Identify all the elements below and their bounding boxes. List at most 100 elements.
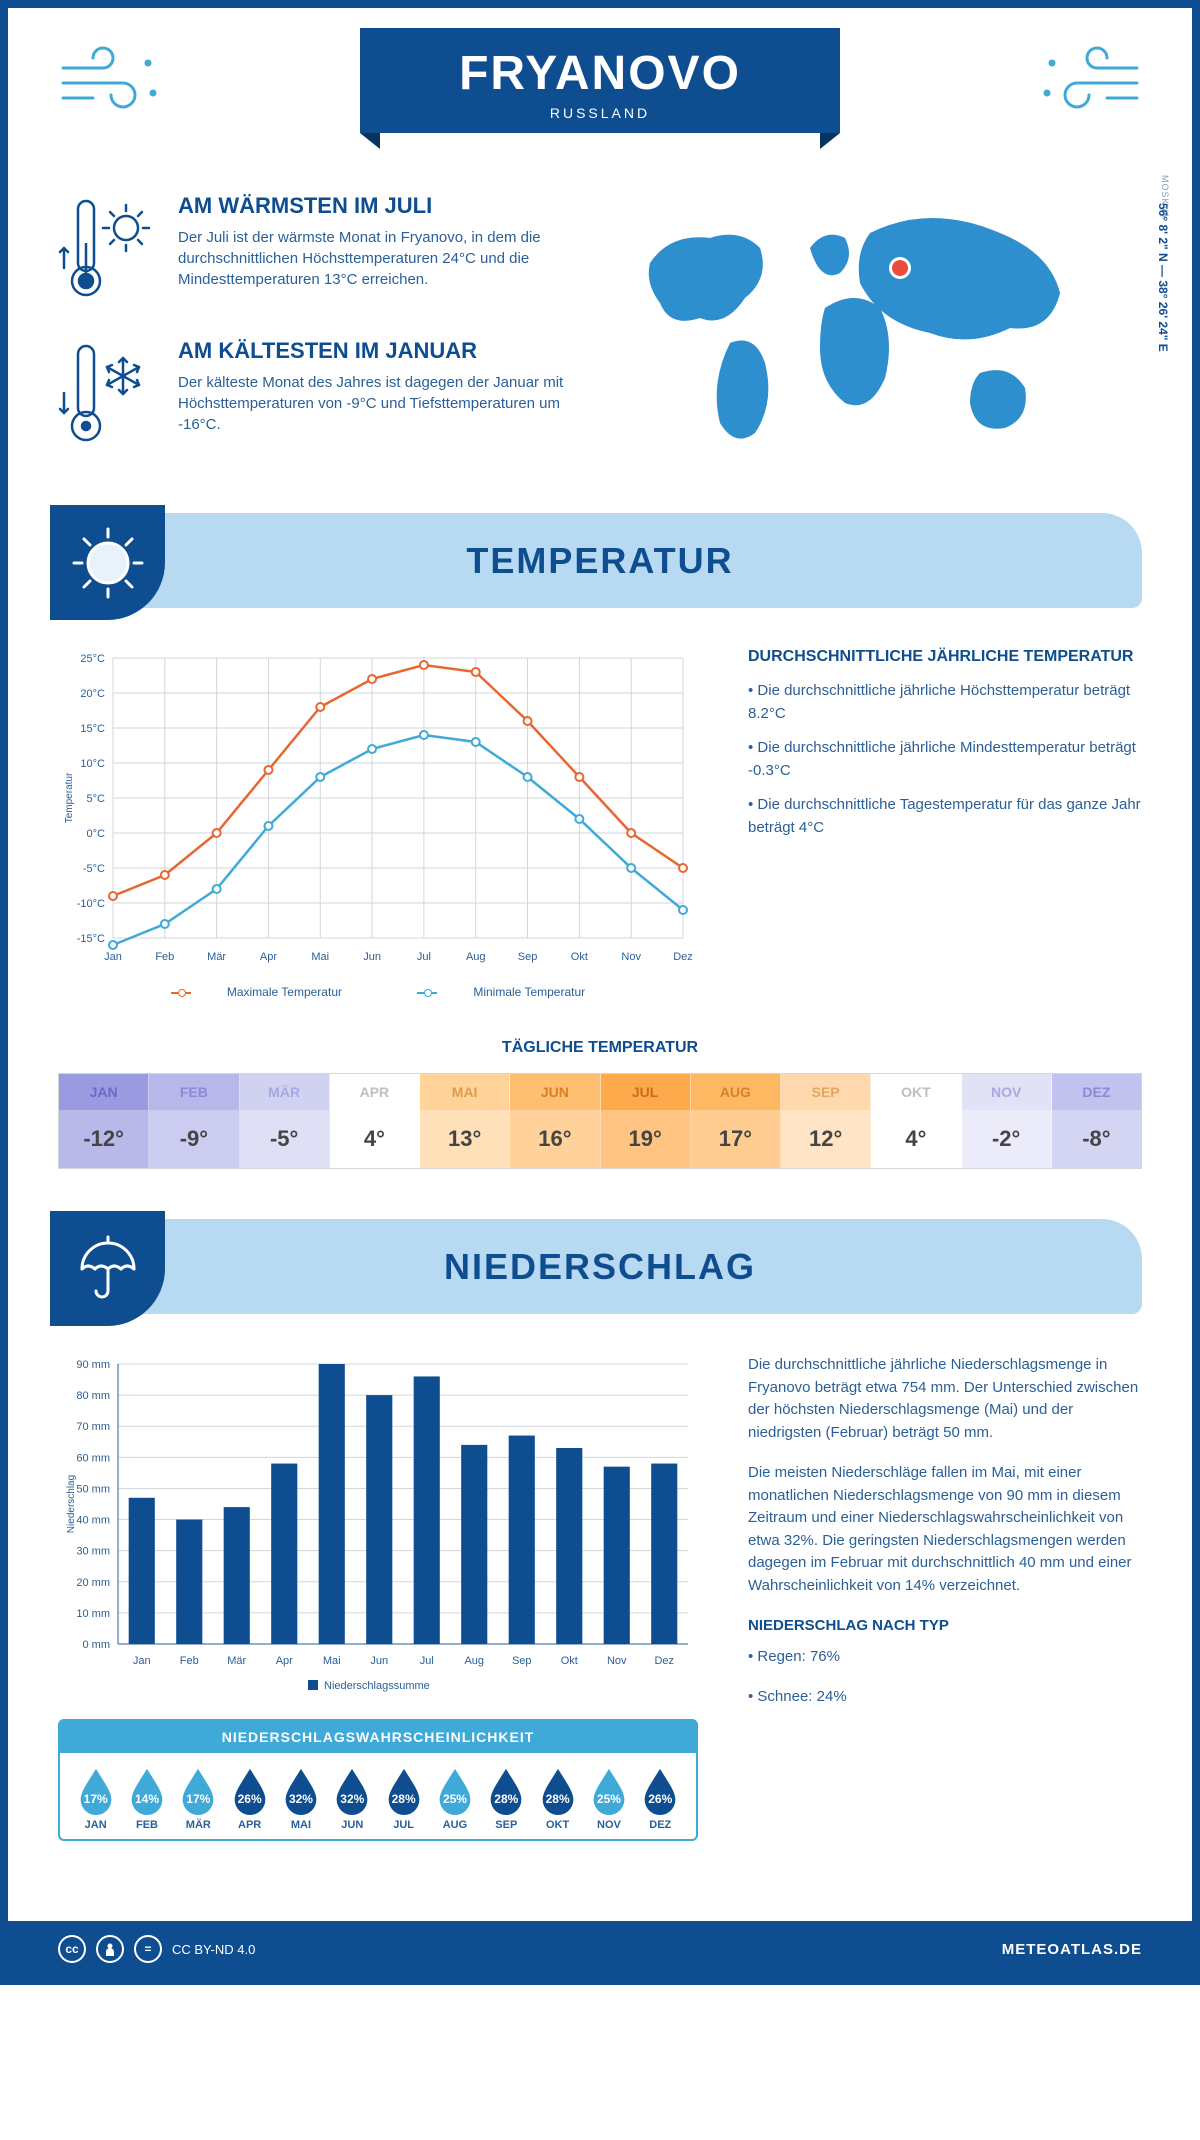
svg-text:Sep: Sep bbox=[512, 1655, 532, 1667]
prob-cell: 28% SEP bbox=[481, 1767, 532, 1831]
precipitation-title: NIEDERSCHLAG bbox=[444, 1246, 756, 1288]
svg-text:Feb: Feb bbox=[180, 1655, 199, 1667]
temp-bullet: • Die durchschnittliche jährliche Höchst… bbox=[748, 680, 1142, 725]
svg-text:Sep: Sep bbox=[518, 951, 538, 963]
svg-text:Mai: Mai bbox=[311, 951, 329, 963]
raindrop-icon: 25% bbox=[589, 1767, 629, 1815]
svg-text:20 mm: 20 mm bbox=[76, 1577, 110, 1589]
svg-text:25°C: 25°C bbox=[80, 653, 105, 665]
prob-cell: 28% OKT bbox=[532, 1767, 583, 1831]
svg-text:70 mm: 70 mm bbox=[76, 1421, 110, 1433]
nd-icon: = bbox=[134, 1935, 162, 1963]
raindrop-icon: 32% bbox=[332, 1767, 372, 1815]
title-banner: FRYANOVO RUSSLAND bbox=[360, 28, 840, 133]
prob-cell: 14% FEB bbox=[121, 1767, 172, 1831]
svg-text:Jun: Jun bbox=[363, 951, 381, 963]
svg-text:Okt: Okt bbox=[571, 951, 588, 963]
svg-text:-5°C: -5°C bbox=[83, 863, 105, 875]
daily-col: JUL 19° bbox=[601, 1074, 691, 1168]
prob-cell: 26% DEZ bbox=[635, 1767, 686, 1831]
svg-text:Mai: Mai bbox=[323, 1655, 341, 1667]
daily-col: OKT 4° bbox=[871, 1074, 961, 1168]
thermometer-sun-icon bbox=[58, 193, 158, 308]
svg-text:10 mm: 10 mm bbox=[76, 1608, 110, 1620]
svg-text:80 mm: 80 mm bbox=[76, 1390, 110, 1402]
warmest-fact: AM WÄRMSTEN IM JULI Der Juli ist der wär… bbox=[58, 193, 580, 308]
footer: cc = CC BY-ND 4.0 METEOATLAS.DE bbox=[8, 1921, 1192, 1977]
temp-bullet: • Die durchschnittliche Tagestemperatur … bbox=[748, 794, 1142, 839]
warmest-text: Der Juli ist der wärmste Monat in Fryano… bbox=[178, 227, 580, 290]
svg-text:Dez: Dez bbox=[673, 951, 693, 963]
temp-bullet: • Die durchschnittliche jährliche Mindes… bbox=[748, 737, 1142, 782]
site-name: METEOATLAS.DE bbox=[1002, 1941, 1142, 1958]
wind-icon bbox=[1032, 38, 1142, 123]
raindrop-icon: 26% bbox=[640, 1767, 680, 1815]
svg-text:Niederschlag: Niederschlag bbox=[66, 1475, 77, 1533]
prob-cell: 17% JAN bbox=[70, 1767, 121, 1831]
svg-text:50 mm: 50 mm bbox=[76, 1483, 110, 1495]
coldest-title: AM KÄLTESTEN IM JANUAR bbox=[178, 338, 580, 364]
daily-temp-title: TÄGLICHE TEMPERATUR bbox=[58, 1039, 1142, 1057]
svg-text:40 mm: 40 mm bbox=[76, 1515, 110, 1527]
daily-temp-table: JAN -12° FEB -9° MÄR -5° APR 4° MAI 13° … bbox=[58, 1073, 1142, 1169]
probability-title: NIEDERSCHLAGSWAHRSCHEINLICHKEIT bbox=[60, 1721, 696, 1753]
prob-cell: 17% MÄR bbox=[173, 1767, 224, 1831]
license-text: CC BY-ND 4.0 bbox=[172, 1942, 255, 1957]
prob-cell: 26% APR bbox=[224, 1767, 275, 1831]
umbrella-icon bbox=[50, 1211, 165, 1326]
by-icon bbox=[96, 1935, 124, 1963]
precip-para: Die durchschnittliche jährliche Niedersc… bbox=[748, 1354, 1142, 1444]
coldest-fact: AM KÄLTESTEN IM JANUAR Der kälteste Mona… bbox=[58, 338, 580, 453]
svg-text:Jul: Jul bbox=[420, 1655, 434, 1667]
precip-type-bullet: • Regen: 76% bbox=[748, 1646, 1142, 1669]
svg-text:Jul: Jul bbox=[417, 951, 431, 963]
prob-cell: 28% JUL bbox=[378, 1767, 429, 1831]
legend-min: Minimale Temperatur bbox=[473, 985, 585, 999]
daily-col: MÄR -5° bbox=[240, 1074, 330, 1168]
raindrop-icon: 17% bbox=[76, 1767, 116, 1815]
svg-text:10°C: 10°C bbox=[80, 758, 105, 770]
daily-col: DEZ -8° bbox=[1052, 1074, 1141, 1168]
svg-text:Apr: Apr bbox=[260, 951, 277, 963]
cc-icon: cc bbox=[58, 1935, 86, 1963]
raindrop-icon: 32% bbox=[281, 1767, 321, 1815]
svg-text:15°C: 15°C bbox=[80, 723, 105, 735]
svg-text:Nov: Nov bbox=[607, 1655, 627, 1667]
raindrop-icon: 25% bbox=[435, 1767, 475, 1815]
temperature-line-chart: -15°C-10°C-5°C0°C5°C10°C15°C20°C25°CJanF… bbox=[58, 648, 698, 968]
daily-col: SEP 12° bbox=[781, 1074, 871, 1168]
temperature-title: TEMPERATUR bbox=[466, 540, 733, 582]
precipitation-banner: NIEDERSCHLAG bbox=[58, 1219, 1142, 1314]
coldest-text: Der kälteste Monat des Jahres ist dagege… bbox=[178, 372, 580, 435]
page-subtitle: RUSSLAND bbox=[380, 105, 820, 121]
svg-text:-15°C: -15°C bbox=[77, 933, 105, 945]
raindrop-icon: 14% bbox=[127, 1767, 167, 1815]
temp-text-title: DURCHSCHNITTLICHE JÄHRLICHE TEMPERATUR bbox=[748, 648, 1142, 666]
svg-text:-10°C: -10°C bbox=[77, 898, 105, 910]
legend-max: Maximale Temperatur bbox=[227, 985, 342, 999]
precipitation-bar-chart: 0 mm10 mm20 mm30 mm40 mm50 mm60 mm70 mm8… bbox=[58, 1354, 698, 1694]
svg-text:20°C: 20°C bbox=[80, 688, 105, 700]
prob-cell: 25% AUG bbox=[429, 1767, 480, 1831]
svg-text:Niederschlagssumme: Niederschlagssumme bbox=[324, 1680, 430, 1692]
raindrop-icon: 17% bbox=[178, 1767, 218, 1815]
svg-text:Mär: Mär bbox=[207, 951, 226, 963]
svg-text:Jan: Jan bbox=[133, 1655, 151, 1667]
svg-text:Apr: Apr bbox=[276, 1655, 293, 1667]
svg-text:Nov: Nov bbox=[621, 951, 641, 963]
svg-text:Okt: Okt bbox=[561, 1655, 578, 1667]
prob-cell: 25% NOV bbox=[583, 1767, 634, 1831]
raindrop-icon: 28% bbox=[384, 1767, 424, 1815]
sun-icon bbox=[50, 505, 165, 620]
daily-col: JAN -12° bbox=[59, 1074, 149, 1168]
svg-text:Feb: Feb bbox=[155, 951, 174, 963]
svg-text:Aug: Aug bbox=[464, 1655, 484, 1667]
world-map-icon bbox=[620, 193, 1080, 453]
svg-text:Temperatur: Temperatur bbox=[64, 772, 75, 823]
temperature-banner: TEMPERATUR bbox=[58, 513, 1142, 608]
svg-text:5°C: 5°C bbox=[87, 793, 106, 805]
daily-col: AUG 17° bbox=[691, 1074, 781, 1168]
precip-para: Die meisten Niederschläge fallen im Mai,… bbox=[748, 1462, 1142, 1597]
svg-text:Jun: Jun bbox=[370, 1655, 388, 1667]
svg-text:Aug: Aug bbox=[466, 951, 486, 963]
